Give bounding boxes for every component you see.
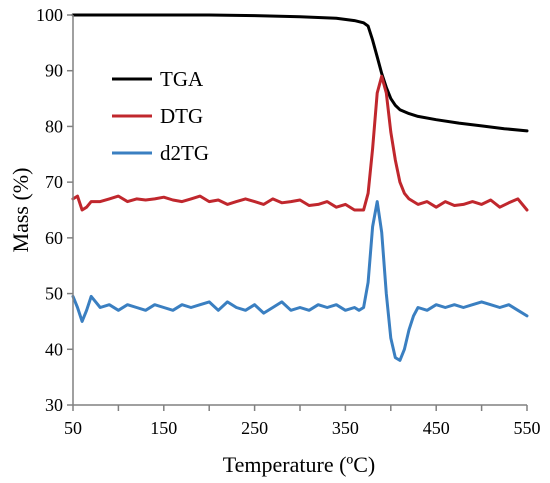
series-line-dtg <box>71 74 529 212</box>
y-tick-label: 100 <box>36 5 63 25</box>
x-axis-title: Temperature (ºC) <box>223 452 376 477</box>
legend: TGA DTG d2TG <box>112 67 209 165</box>
x-tick-label: 50 <box>64 418 82 438</box>
series-line-d2tg <box>71 200 529 362</box>
y-axis-title: Mass (%) <box>8 168 33 253</box>
x-tick-label: 350 <box>332 418 359 438</box>
x-tick-label: 150 <box>150 418 177 438</box>
series-line-tga <box>71 13 529 133</box>
legend-label-d2tg: d2TG <box>160 141 209 165</box>
y-tick-label: 90 <box>45 61 63 81</box>
y-tick-label: 50 <box>45 284 63 304</box>
x-tick-label: 550 <box>514 418 541 438</box>
y-tick-label: 70 <box>45 172 63 192</box>
legend-label-tga: TGA <box>160 67 204 91</box>
y-tick-label: 40 <box>45 339 63 359</box>
y-tick-label: 80 <box>45 116 63 136</box>
x-tick-label: 450 <box>423 418 450 438</box>
plot-area <box>71 13 529 362</box>
axes: 30 40 50 60 70 80 90 100 50 150 250 350 450 550 <box>36 5 541 438</box>
legend-label-dtg: DTG <box>160 104 203 128</box>
y-tick-label: 30 <box>45 395 63 415</box>
y-tick-label: 60 <box>45 228 63 248</box>
x-tick-label: 250 <box>241 418 268 438</box>
